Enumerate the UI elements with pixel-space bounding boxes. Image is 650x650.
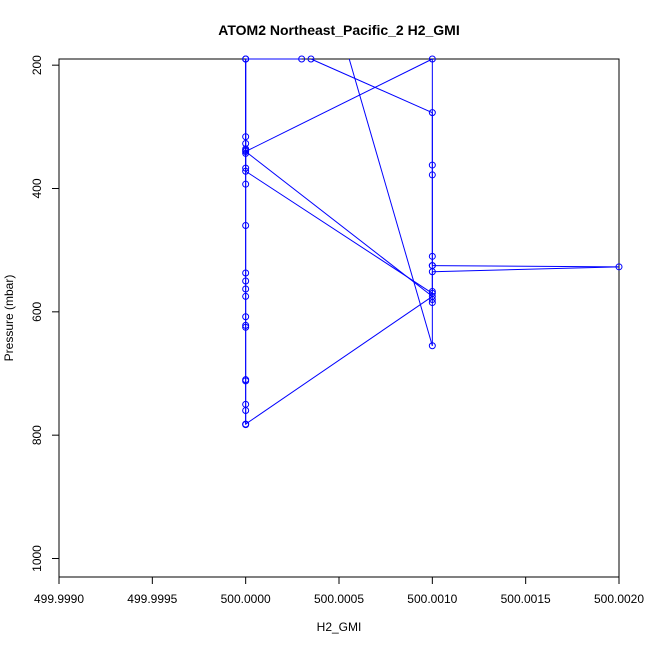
data-point	[242, 377, 250, 385]
data-point	[242, 321, 250, 329]
data-point	[242, 164, 250, 172]
data-point	[428, 287, 436, 295]
x-tick-label: 500.0015	[501, 592, 551, 606]
y-axis-label: Pressure (mbar)	[2, 275, 16, 362]
data-point	[428, 292, 436, 300]
y-axis: 200 400 600 800 1000	[30, 55, 59, 572]
plot-frame	[58, 58, 620, 578]
series-segment	[348, 58, 433, 346]
y-tick-label: 800	[30, 425, 44, 445]
data-point	[242, 285, 250, 293]
series-segment	[432, 265, 620, 268]
x-tick-label: 499.9995	[127, 592, 177, 606]
data-point	[428, 161, 436, 169]
data-point	[242, 407, 250, 414]
data-point	[242, 133, 250, 141]
series-segment	[245, 296, 433, 425]
data-point	[242, 292, 250, 300]
series-segment	[245, 170, 433, 294]
data-point	[307, 55, 315, 63]
series-segment	[310, 58, 433, 114]
series-points	[242, 55, 623, 429]
x-tick-label: 500.0005	[314, 592, 364, 606]
data-point	[242, 180, 250, 188]
y-tick-label: 400	[30, 178, 44, 198]
data-point	[242, 420, 250, 428]
y-tick-label: 1000	[30, 545, 44, 572]
data-point	[428, 342, 436, 350]
chart-title: ATOM2 Northeast_Pacific_2 H2_GMI	[218, 22, 459, 38]
x-axis: 499.9990 499.9995 500.0000 500.0005 500.0010…	[34, 577, 644, 606]
y-tick-label: 200	[30, 55, 44, 75]
y-tick-label: 600	[30, 302, 44, 322]
series-segment	[432, 266, 620, 273]
series-lines	[245, 58, 620, 425]
data-point	[242, 269, 250, 277]
data-point	[242, 148, 250, 155]
data-point	[242, 323, 250, 331]
data-point	[615, 263, 623, 271]
series-segment	[245, 58, 433, 152]
data-point	[428, 171, 436, 179]
data-point	[428, 109, 436, 117]
data-point	[242, 222, 250, 229]
x-tick-label: 500.0020	[594, 592, 644, 606]
x-tick-label: 499.9990	[34, 592, 84, 606]
data-point	[298, 55, 306, 63]
data-point	[242, 277, 250, 285]
data-point	[428, 252, 436, 260]
series-segment	[245, 151, 433, 297]
data-point	[428, 289, 436, 297]
x-tick-label: 500.0010	[407, 592, 457, 606]
x-tick-label: 500.0000	[221, 592, 271, 606]
data-point	[242, 167, 250, 175]
data-point	[428, 55, 436, 63]
data-point	[428, 262, 436, 270]
data-point	[242, 313, 250, 321]
data-point	[242, 55, 250, 63]
data-point	[242, 149, 250, 157]
x-axis-label: H2_GMI	[317, 620, 362, 634]
